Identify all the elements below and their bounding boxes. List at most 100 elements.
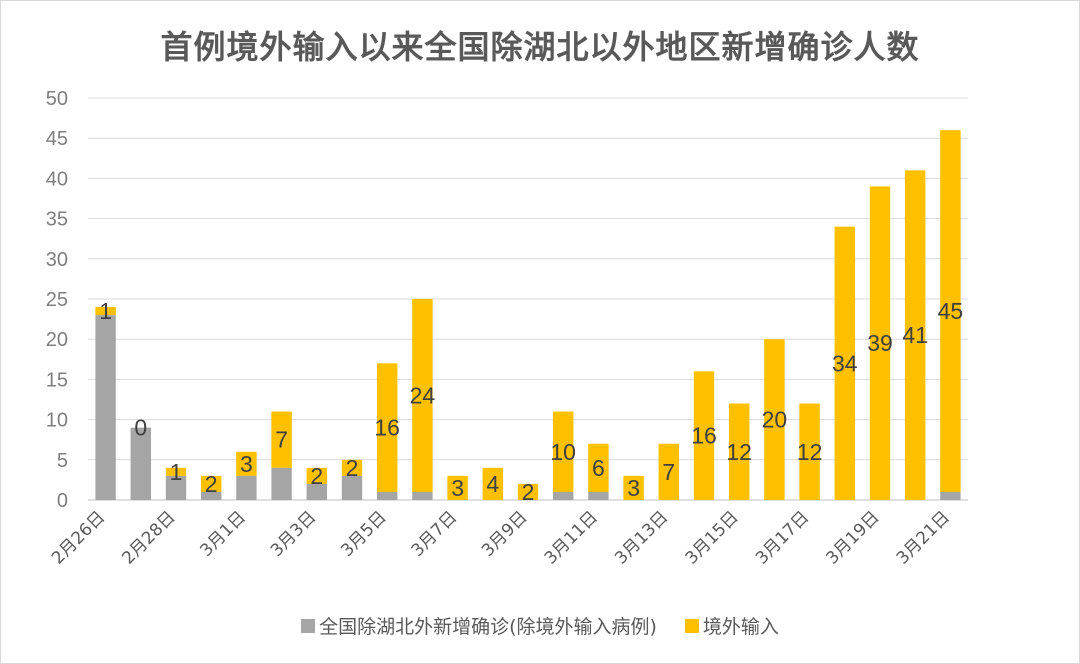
bar-domestic bbox=[165, 475, 187, 500]
bar-imported bbox=[658, 443, 680, 500]
x-tick-label: 3月15日 bbox=[682, 507, 743, 568]
bar-imported bbox=[869, 186, 891, 500]
bar-imported bbox=[165, 467, 187, 476]
bar-imported bbox=[412, 299, 433, 492]
legend-swatch-domestic bbox=[301, 618, 316, 633]
data-label-imported: 39 bbox=[867, 330, 893, 356]
y-tick-label: 15 bbox=[46, 369, 68, 391]
bar-imported bbox=[728, 403, 750, 500]
x-tick-label: 3月17日 bbox=[752, 507, 813, 568]
legend-swatch-imported bbox=[684, 618, 699, 633]
data-label-imported: 34 bbox=[832, 350, 858, 376]
bar-domestic bbox=[588, 491, 609, 500]
data-label-imported: 2 bbox=[346, 455, 359, 481]
data-label-imported: 6 bbox=[592, 455, 605, 481]
bar-imported bbox=[447, 475, 468, 500]
legend-item-imported: 境外输入 bbox=[684, 612, 779, 639]
bar-imported bbox=[517, 483, 539, 500]
data-label-imported: 12 bbox=[797, 439, 823, 465]
bar-imported bbox=[693, 371, 715, 500]
bar-imported bbox=[482, 467, 504, 500]
y-tick-label: 10 bbox=[46, 410, 68, 432]
data-label-imported: 0 bbox=[134, 415, 147, 441]
x-tick-label: 2月26日 bbox=[48, 507, 109, 568]
data-label-imported: 3 bbox=[451, 475, 464, 501]
bar-domestic bbox=[940, 491, 961, 500]
y-tick-label: 0 bbox=[57, 490, 68, 512]
y-tick-label: 25 bbox=[46, 289, 68, 311]
legend-label-domestic: 全国除湖北外新增确诊(除境外输入病例) bbox=[319, 616, 657, 638]
bar-imported bbox=[623, 475, 644, 500]
data-label-imported: 1 bbox=[99, 298, 112, 324]
legend-label-imported: 境外输入 bbox=[702, 616, 779, 638]
x-tick-label: 3月1日 bbox=[196, 507, 249, 560]
y-tick-label: 35 bbox=[46, 209, 68, 231]
data-label-imported: 10 bbox=[550, 439, 576, 465]
x-tick-label: 2月28日 bbox=[118, 507, 179, 568]
bar-domestic bbox=[130, 427, 152, 500]
x-tick-label: 3月7日 bbox=[408, 507, 461, 560]
x-tick-label: 3月5日 bbox=[337, 507, 390, 560]
bar-imported bbox=[764, 339, 785, 500]
data-label-imported: 2 bbox=[205, 471, 218, 497]
gridlines bbox=[88, 97, 968, 501]
data-label-imported: 7 bbox=[275, 427, 288, 453]
bar-domestic bbox=[95, 315, 116, 500]
bar-domestic bbox=[412, 491, 433, 500]
bar-imported bbox=[552, 411, 574, 492]
data-label-imported: 2 bbox=[310, 463, 323, 489]
x-tick-label: 3月21日 bbox=[893, 507, 954, 568]
data-label-imported: 1 bbox=[170, 459, 183, 485]
y-tick-label: 50 bbox=[46, 88, 68, 110]
bar-imported bbox=[200, 475, 222, 492]
data-label-imported: 16 bbox=[691, 423, 717, 449]
data-label-imported: 12 bbox=[726, 439, 752, 465]
bar-domestic bbox=[341, 475, 363, 500]
data-label-imported: 3 bbox=[627, 475, 640, 501]
data-label-imported: 2 bbox=[522, 479, 535, 505]
bar-imported bbox=[588, 443, 609, 492]
bar-domestic bbox=[306, 483, 328, 500]
x-tick-label: 3月19日 bbox=[822, 507, 883, 568]
data-label-imported: 20 bbox=[762, 407, 788, 433]
y-tick-label: 5 bbox=[57, 450, 68, 472]
bar-domestic bbox=[200, 491, 222, 500]
bar-imported bbox=[236, 451, 257, 476]
bar-imported bbox=[341, 459, 363, 476]
data-label-imported: 16 bbox=[374, 415, 400, 441]
x-tick-label: 3月3日 bbox=[267, 507, 320, 560]
data-label-imported: 4 bbox=[486, 471, 499, 497]
legend-item-domestic: 全国除湖北外新增确诊(除境外输入病例) bbox=[301, 612, 657, 639]
y-tick-label: 45 bbox=[46, 128, 68, 150]
bar-imported bbox=[904, 170, 926, 501]
x-tick-label: 3月9日 bbox=[478, 507, 531, 560]
data-label-imported: 7 bbox=[662, 459, 675, 485]
y-tick-label: 20 bbox=[46, 329, 68, 351]
bar-imported bbox=[376, 363, 398, 492]
bar-imported bbox=[940, 130, 961, 492]
x-axis-tick-labels: 2月26日 2月28日 3月1日 3月3日 3月5日 3月7日 3月9日 3月11日 3月13日… bbox=[48, 507, 954, 568]
data-label-imported: 24 bbox=[410, 382, 436, 408]
data-label-imported: 45 bbox=[938, 298, 964, 324]
data-label-imported: 3 bbox=[240, 451, 253, 477]
y-tick-label: 40 bbox=[46, 168, 68, 190]
bar-imported bbox=[834, 226, 856, 500]
bar-domestic bbox=[236, 475, 257, 500]
bar-imported bbox=[271, 411, 292, 468]
y-tick-label: 30 bbox=[46, 249, 68, 271]
legend: 全国除湖北外新增确诊(除境外输入病例) 境外输入 bbox=[0, 612, 1080, 639]
y-axis-tick-labels: 0 5 10 15 20 25 30 35 40 45 50 bbox=[46, 88, 68, 512]
bar-imported bbox=[799, 403, 820, 500]
x-tick-label: 3月13日 bbox=[611, 507, 672, 568]
bars bbox=[95, 130, 961, 501]
x-tick-label: 3月11日 bbox=[541, 507, 602, 568]
chart-title: 首例境外输入以来全国除湖北以外地区新增确诊人数 bbox=[160, 28, 920, 66]
bar-imported bbox=[95, 307, 116, 316]
bar-domestic bbox=[376, 491, 398, 500]
bar-domestic bbox=[271, 467, 292, 500]
bar-domestic bbox=[552, 491, 574, 500]
data-label-imported: 41 bbox=[902, 322, 928, 348]
